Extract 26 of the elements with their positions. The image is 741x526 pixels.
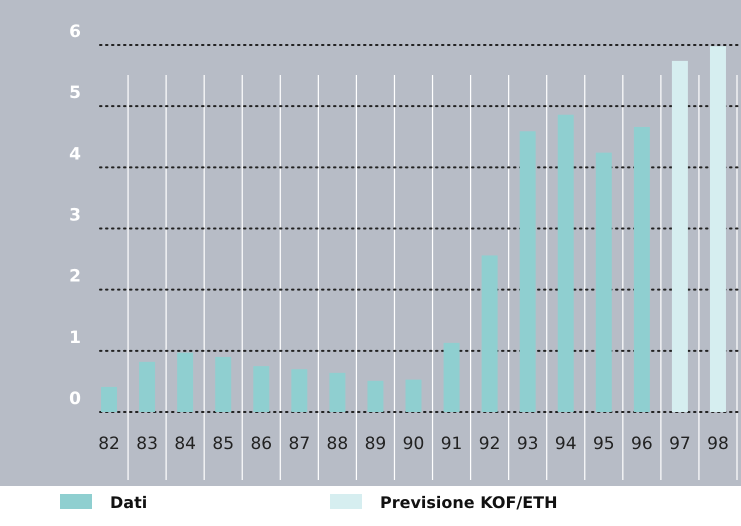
x-tick-label: 84 bbox=[174, 434, 196, 454]
y-tick-label: 1 bbox=[69, 328, 81, 348]
x-tick-label: 95 bbox=[592, 434, 615, 454]
x-tick-label: 91 bbox=[440, 434, 462, 454]
x-tick-label: 89 bbox=[364, 434, 386, 454]
x-tick-label: 90 bbox=[402, 434, 424, 454]
x-tick-label: 83 bbox=[136, 434, 158, 454]
legend-label: Dati bbox=[110, 493, 148, 512]
y-tick-label: 4 bbox=[69, 144, 82, 164]
legend-label: Previsione KOF/ETH bbox=[380, 493, 558, 512]
x-tick-label: 92 bbox=[478, 434, 500, 454]
y-tick-label: 2 bbox=[69, 266, 81, 287]
y-tick-label: 5 bbox=[69, 83, 81, 104]
x-tick-label: 98 bbox=[707, 434, 729, 454]
x-tick-label: 87 bbox=[288, 434, 310, 454]
y-tick-label: 0 bbox=[69, 389, 82, 409]
x-tick-label: 94 bbox=[554, 434, 577, 454]
x-tick-label: 86 bbox=[250, 434, 272, 454]
x-tick-label: 88 bbox=[326, 434, 348, 454]
x-tick-label: 96 bbox=[631, 434, 653, 454]
y-tick-label: 6 bbox=[69, 22, 81, 42]
y-tick-label: 3 bbox=[69, 206, 81, 226]
x-tick-label: 82 bbox=[98, 434, 120, 454]
x-tick-label: 85 bbox=[212, 434, 234, 454]
x-tick-label: 93 bbox=[516, 434, 538, 454]
x-tick-label: 97 bbox=[669, 434, 691, 454]
